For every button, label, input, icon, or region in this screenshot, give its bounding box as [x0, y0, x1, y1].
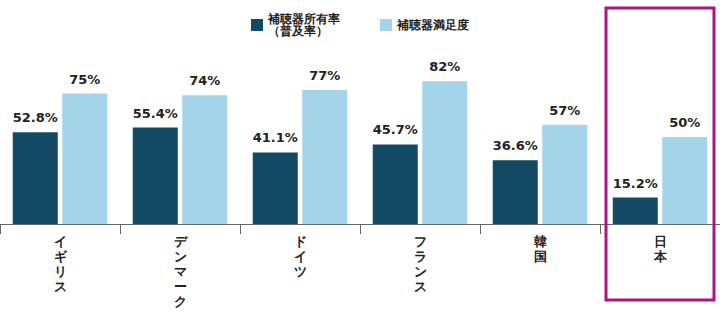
svg-text:韓: 韓: [534, 234, 547, 249]
svg-text:77%: 77%: [309, 68, 340, 83]
svg-text:ン: ン: [174, 249, 187, 264]
svg-text:マ: マ: [174, 264, 187, 279]
svg-text:50%: 50%: [669, 115, 700, 130]
svg-text:ス: ス: [54, 279, 67, 294]
svg-text:15.2%: 15.2%: [613, 176, 658, 191]
svg-text:ク: ク: [174, 294, 187, 309]
svg-text:41.1%: 41.1%: [253, 130, 298, 145]
svg-text:ラ: ラ: [414, 249, 427, 264]
svg-text:日: 日: [654, 234, 667, 249]
svg-text:82%: 82%: [429, 59, 460, 74]
svg-text:ス: ス: [414, 279, 427, 294]
svg-text:本: 本: [653, 249, 668, 264]
svg-text:（普及率）: （普及率）: [268, 24, 328, 38]
svg-text:75%: 75%: [69, 72, 100, 87]
svg-text:イ: イ: [294, 249, 307, 264]
svg-text:フ: フ: [414, 234, 427, 249]
svg-text:ツ: ツ: [294, 264, 307, 279]
svg-text:52.8%: 52.8%: [13, 110, 58, 125]
svg-text:補聴器所有率: 補聴器所有率: [268, 12, 340, 26]
svg-text:ン: ン: [414, 264, 427, 279]
svg-text:ー: ー: [174, 279, 187, 294]
svg-text:45.7%: 45.7%: [373, 122, 418, 137]
svg-text:補聴器満足度: 補聴器満足度: [396, 18, 469, 32]
svg-text:74%: 74%: [189, 73, 220, 88]
svg-text:57%: 57%: [549, 103, 580, 118]
svg-text:55.4%: 55.4%: [133, 106, 178, 121]
svg-text:国: 国: [534, 249, 547, 264]
svg-text:ド: ド: [294, 234, 307, 249]
svg-text:リ: リ: [54, 264, 67, 279]
svg-text:イ: イ: [54, 234, 67, 249]
svg-text:36.6%: 36.6%: [493, 138, 538, 153]
svg-text:デ: デ: [174, 234, 188, 249]
svg-text:ギ: ギ: [54, 249, 68, 264]
